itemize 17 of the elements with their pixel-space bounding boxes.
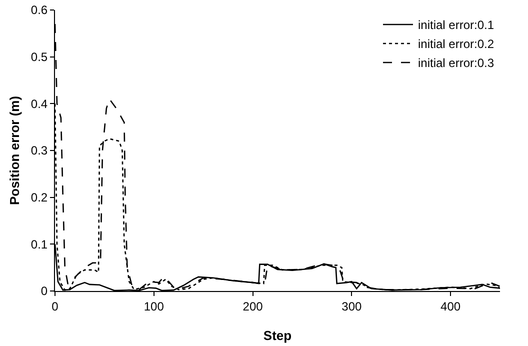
y-tick-label: 0 [40,284,48,298]
x-tick-label: 200 [242,299,264,314]
y-tick-label: 0.2 [30,190,48,205]
legend-label: initial error:0.1 [418,18,494,32]
legend-label: initial error:0.3 [418,56,494,70]
x-tick-label: 100 [144,299,164,314]
x-axis-title: Step [263,328,292,343]
y-tick-label: 0.1 [30,237,48,252]
y-tick-label: 0.6 [30,3,48,18]
x-tick-label: 300 [342,299,362,314]
y-axis-title: Position error (m) [7,96,22,206]
y-tick-label: 0.4 [30,96,48,111]
legend-label: initial error:0.2 [418,37,494,52]
y-tick-label: 0.3 [30,144,48,158]
x-tick-label: 0 [52,299,59,314]
y-tick-label: 0.5 [30,50,48,64]
x-tick-label: 400 [440,299,461,314]
